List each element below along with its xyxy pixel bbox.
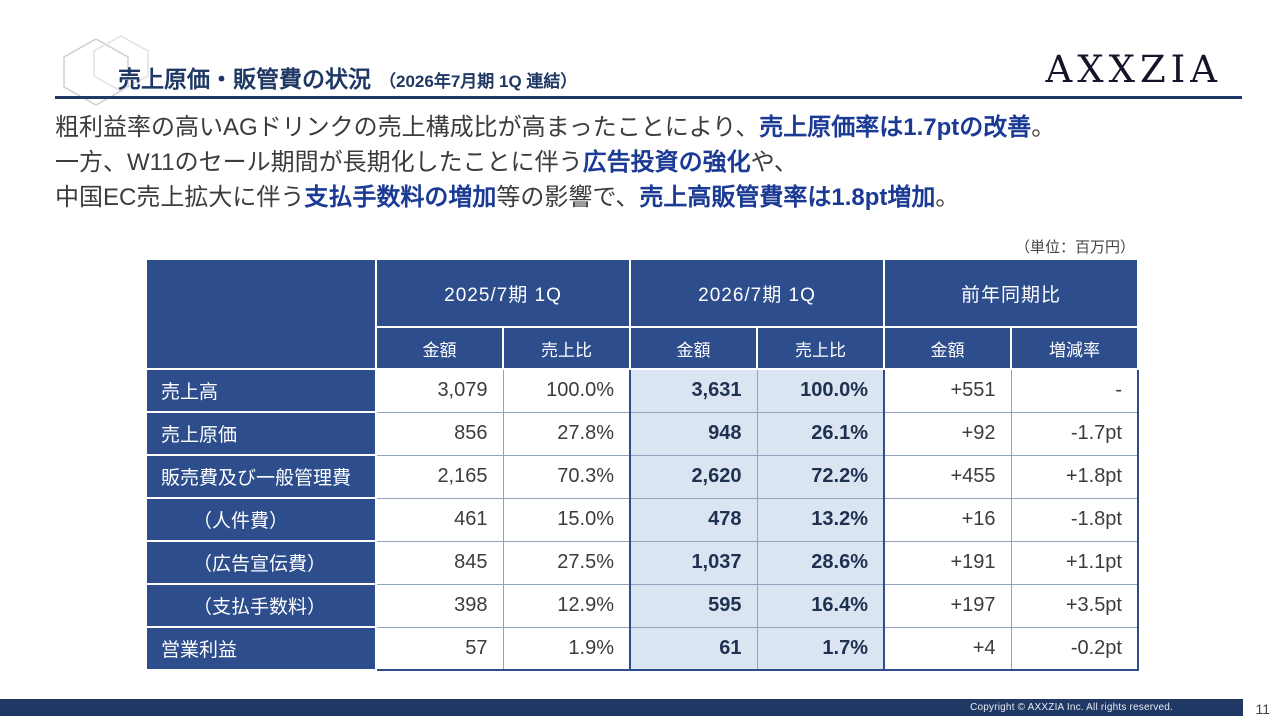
table-row: 営業利益 57 1.9% 61 1.7% +4 -0.2pt — [145, 626, 1139, 671]
cell: 1.7% — [756, 626, 885, 671]
cell: 398 — [375, 583, 504, 628]
cell: 3,079 — [375, 368, 504, 413]
row-label: （人件費） — [145, 497, 377, 542]
cell: 478 — [629, 497, 758, 542]
col-group-2026: 2026/7期 1Q — [629, 258, 885, 328]
hexagon-decoration-icon — [63, 35, 149, 106]
lead-line-2: 一方、W11のセール期間が長期化したことに伴う広告投資の強化や、 — [55, 145, 1055, 180]
cell: 70.3% — [502, 454, 631, 499]
cell: 1,037 — [629, 540, 758, 585]
cell: -0.2pt — [1010, 626, 1139, 671]
footer-bar: Copyright © AXXZIA Inc. All rights reser… — [0, 699, 1243, 716]
cell: +3.5pt — [1010, 583, 1139, 628]
lead-emphasis: 売上原価率は1.7ptの改善 — [759, 114, 1032, 141]
cell: +197 — [883, 583, 1012, 628]
title-text: 売上原価・販管費の状況 — [118, 66, 371, 92]
table-row: （人件費） 461 15.0% 478 13.2% +16 -1.8pt — [145, 497, 1139, 542]
lead-text: 等の影響で、 — [496, 184, 640, 211]
header-divider — [55, 96, 1242, 99]
copyright-text: Copyright © AXXZIA Inc. All rights reser… — [970, 702, 1173, 713]
cell: 461 — [375, 497, 504, 542]
cell: 856 — [375, 411, 504, 456]
cell: 27.5% — [502, 540, 631, 585]
cell: +92 — [883, 411, 1012, 456]
sub-header: 売上比 — [502, 326, 631, 370]
company-logo: AXXZIA — [1045, 48, 1222, 91]
row-label: 販売費及び一般管理費 — [145, 454, 377, 499]
cell: 595 — [629, 583, 758, 628]
sub-header: 金額 — [883, 326, 1012, 370]
page-title: 売上原価・販管費の状況 （2026年7月期 1Q 連結） — [118, 60, 577, 94]
row-label: （広告宣伝費） — [145, 540, 377, 585]
title-subtitle: （2026年7月期 1Q 連結） — [379, 72, 578, 91]
sub-header: 売上比 — [756, 326, 885, 370]
row-label: （支払手数料） — [145, 583, 377, 628]
cell: +16 — [883, 497, 1012, 542]
cell: +1.1pt — [1010, 540, 1139, 585]
cell: 2,165 — [375, 454, 504, 499]
cell: 28.6% — [756, 540, 885, 585]
lead-emphasis: 売上高販管費率は1.8pt増加 — [639, 184, 936, 211]
cell: -1.7pt — [1010, 411, 1139, 456]
cell: 100.0% — [756, 368, 885, 413]
cell: 13.2% — [756, 497, 885, 542]
lead-text: 粗利益率の高いAGドリンクの売上構成比が高まったことにより、 — [55, 114, 760, 141]
col-group-2025: 2025/7期 1Q — [375, 258, 631, 328]
cell: +455 — [883, 454, 1012, 499]
cell: 948 — [629, 411, 758, 456]
cell: -1.8pt — [1010, 497, 1139, 542]
lead-text: 一方、W11のセール期間が長期化したことに伴う — [55, 149, 583, 176]
lead-text: 。 — [1031, 114, 1056, 141]
cell: - — [1010, 368, 1139, 413]
cell: 2,620 — [629, 454, 758, 499]
row-label: 売上高 — [145, 368, 377, 413]
cell: +551 — [883, 368, 1012, 413]
cell: 3,631 — [629, 368, 758, 413]
cell: 26.1% — [756, 411, 885, 456]
table-header-groups: 2025/7期 1Q 2026/7期 1Q 前年同期比 — [145, 258, 1139, 370]
cell: 12.9% — [502, 583, 631, 628]
table-row: （広告宣伝費） 845 27.5% 1,037 28.6% +191 +1.1p… — [145, 540, 1139, 585]
lead-line-1: 粗利益率の高いAGドリンクの売上構成比が高まったことにより、売上原価率は1.7p… — [55, 110, 1055, 145]
cell: 16.4% — [756, 583, 885, 628]
lead-text: や、 — [750, 149, 798, 176]
lead-line-3: 中国EC売上拡大に伴う支払手数料の増加等の影響で、売上高販管費率は1.8pt増加… — [55, 180, 1055, 215]
cell: 100.0% — [502, 368, 631, 413]
lead-paragraph: 粗利益率の高いAGドリンクの売上構成比が高まったことにより、売上原価率は1.7p… — [55, 110, 1055, 215]
row-label: 売上原価 — [145, 411, 377, 456]
cell: +1.8pt — [1010, 454, 1139, 499]
row-label: 営業利益 — [145, 626, 377, 671]
cell: 61 — [629, 626, 758, 671]
table-row: 売上原価 856 27.8% 948 26.1% +92 -1.7pt — [145, 411, 1139, 456]
table-row: （支払手数料） 398 12.9% 595 16.4% +197 +3.5pt — [145, 583, 1139, 628]
lead-emphasis: 広告投資の強化 — [582, 149, 751, 176]
table-sub-headers: 金額 売上比 金額 売上比 金額 増減率 — [146, 326, 1139, 370]
col-group-yoy: 前年同期比 — [883, 258, 1139, 328]
cell: 845 — [375, 540, 504, 585]
sub-header: 金額 — [375, 326, 504, 370]
table-row: 売上高 3,079 100.0% 3,631 100.0% +551 - — [145, 368, 1139, 413]
cell: 1.9% — [502, 626, 631, 671]
cell: 57 — [375, 626, 504, 671]
sub-header: 金額 — [629, 326, 758, 370]
page-number: 11 — [1255, 701, 1270, 717]
lead-emphasis: 支払手数料の増加 — [304, 184, 497, 211]
lead-text: 中国EC売上拡大に伴う — [55, 184, 305, 211]
sub-header: 増減率 — [1010, 326, 1139, 370]
cell: 72.2% — [756, 454, 885, 499]
cell: +4 — [883, 626, 1012, 671]
unit-note: （単位：百万円） — [1014, 239, 1135, 256]
lead-text: 。 — [935, 184, 960, 211]
cell: 15.0% — [502, 497, 631, 542]
cell: 27.8% — [502, 411, 631, 456]
financial-table: 2025/7期 1Q 2026/7期 1Q 前年同期比 金額 売上比 金額 売上… — [145, 258, 1139, 671]
cell: +191 — [883, 540, 1012, 585]
corner-cell — [145, 258, 377, 370]
table-row: 販売費及び一般管理費 2,165 70.3% 2,620 72.2% +455 … — [145, 454, 1139, 499]
